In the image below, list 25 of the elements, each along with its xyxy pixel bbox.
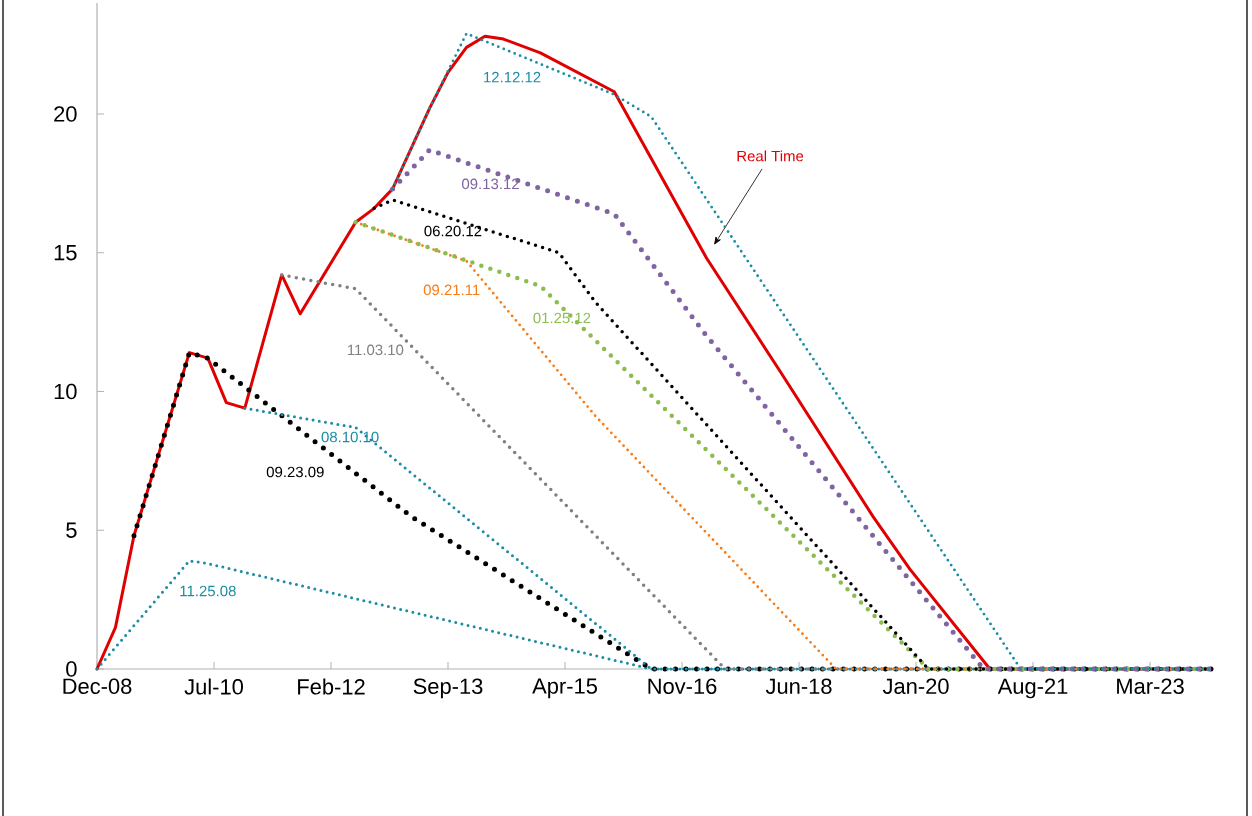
y-tick-label: 5 [66, 522, 77, 538]
y-tick-label: 0 [66, 661, 77, 677]
x-tick-label: Apr-15 [532, 678, 597, 699]
x-tick-label: Sep-13 [413, 678, 483, 699]
series-label: 01.25.12 [533, 312, 591, 324]
y-tick-label: 10 [54, 383, 77, 400]
y-tick-label: 15 [54, 245, 77, 261]
series-label: 11.03.10 [347, 344, 404, 356]
series-label: 08.10.10 [321, 431, 379, 443]
x-tick-label: Aug-21 [997, 678, 1068, 699]
series-label: 12.12.12 [484, 71, 541, 83]
x-tick-label: Jul-10 [184, 678, 243, 695]
x-tick-label: Feb-12 [298, 678, 365, 695]
series-label: 09.13.12 [462, 178, 519, 190]
x-tick-label: Jun-18 [765, 678, 832, 695]
x-tick-label: Mar-23 [1117, 678, 1184, 695]
series-label: 09.21.11 [423, 284, 480, 296]
x-tick-label: Jan-20 [882, 678, 949, 695]
text: Real Time [737, 150, 804, 162]
series-label: 06.20.12 [424, 225, 482, 237]
x-tick-label: Dec-08 [63, 678, 132, 695]
y-tick-label: 20 [54, 106, 77, 122]
x-tick-label: Nov-16 [648, 678, 717, 695]
series-label: 11.25.08 [180, 585, 236, 597]
series-label: 09.23.09 [266, 466, 324, 478]
